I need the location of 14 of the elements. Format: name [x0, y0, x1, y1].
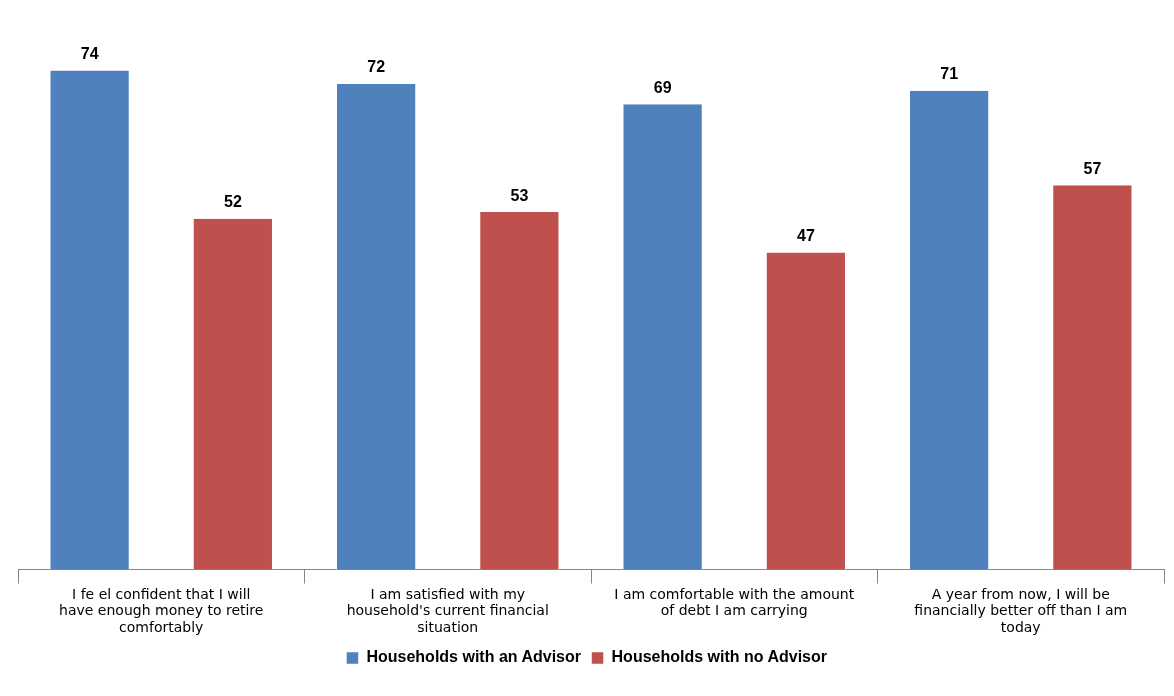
- x-tick-label: I am comfortable with the amount of debt I am carrying: [614, 585, 855, 619]
- data-label: 72: [367, 58, 386, 76]
- x-tick-label: A year from now, I will be financially better off than I am today: [914, 585, 1128, 636]
- data-label: 69: [653, 78, 672, 96]
- data-label: 71: [940, 65, 959, 83]
- data-label: 47: [796, 226, 815, 244]
- data-label: 53: [510, 186, 529, 204]
- data-label: 57: [1083, 159, 1102, 177]
- x-tick-label: I fe el confident that I will have enough money to retire comfortably: [59, 585, 264, 636]
- data-label: 52: [223, 193, 242, 211]
- legend-label: Households with no Advisor: [611, 648, 827, 666]
- data-label: 74: [80, 44, 99, 62]
- legend-label: Households with an Advisor: [366, 648, 581, 666]
- x-tick-label: I am satisfied with my household's current financial situation: [346, 585, 549, 636]
